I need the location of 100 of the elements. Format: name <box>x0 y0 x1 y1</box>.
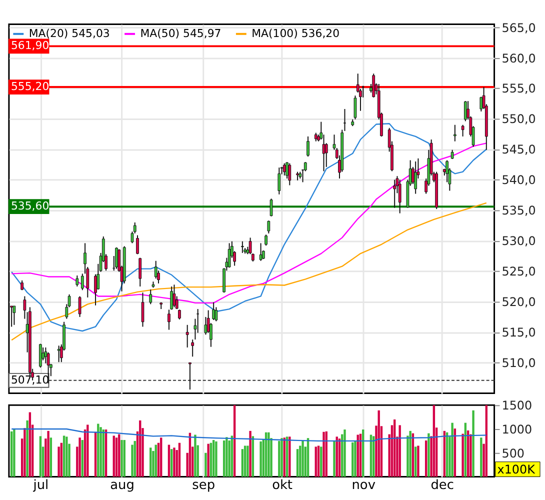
line-series <box>10 123 488 332</box>
candlestick <box>149 289 152 305</box>
candlestick <box>10 305 14 328</box>
ref-line-label: 555,20 <box>10 80 50 94</box>
candlestick <box>398 179 402 214</box>
bar <box>13 428 16 477</box>
x-tick-label: sep <box>192 478 216 494</box>
bar <box>112 436 115 477</box>
bar <box>123 440 126 477</box>
candlestick <box>264 234 268 246</box>
candlestick <box>414 160 418 194</box>
x-tick-label: okt <box>272 478 292 494</box>
line-series <box>10 428 488 442</box>
bar <box>424 440 428 477</box>
bar <box>60 442 63 477</box>
y-tick-label: 510,0 <box>502 356 536 370</box>
y-tick-label: 545,0 <box>502 142 536 157</box>
candlestick <box>38 343 42 368</box>
legend-label: MA(100) 536,20 <box>252 26 340 40</box>
bar <box>168 444 170 477</box>
bar <box>118 434 120 477</box>
candlestick <box>214 306 218 322</box>
bar <box>100 427 102 477</box>
bar <box>280 438 283 477</box>
bar <box>398 425 401 477</box>
bar <box>428 433 430 477</box>
candlestick <box>78 296 82 318</box>
bar <box>173 448 176 477</box>
bar <box>215 441 218 477</box>
candlestick <box>228 242 231 268</box>
y-tick-label: 1000 <box>502 422 532 436</box>
candlestick <box>141 292 144 328</box>
candlestick <box>393 179 396 208</box>
candlestick <box>46 352 50 384</box>
bar <box>480 438 482 477</box>
candlestick <box>354 95 357 120</box>
bar <box>86 424 89 477</box>
bar <box>204 452 207 477</box>
bar <box>462 434 464 477</box>
bar <box>322 432 325 477</box>
y-tick-label: 1500 <box>502 398 532 413</box>
candlestick <box>168 309 170 330</box>
y-tick-label: 535,0 <box>502 204 536 218</box>
bar <box>170 449 173 477</box>
bar <box>409 430 412 477</box>
bar <box>432 405 436 477</box>
bar <box>26 420 28 477</box>
bar <box>233 405 236 477</box>
bar <box>207 444 210 477</box>
bar <box>314 446 317 477</box>
text: x100K <box>497 462 536 476</box>
bar <box>260 441 262 477</box>
bar <box>50 438 52 477</box>
bar <box>302 440 304 477</box>
candlestick <box>372 73 376 98</box>
candlestick <box>322 134 326 172</box>
bar <box>241 449 244 477</box>
ref-line-label: 535,60 <box>10 200 50 213</box>
candlestick <box>76 275 79 287</box>
candlestick <box>461 124 464 137</box>
bar <box>485 405 488 477</box>
bar <box>66 436 68 477</box>
candlestick <box>23 296 26 320</box>
bar <box>10 431 13 477</box>
bar <box>333 440 336 477</box>
bar <box>278 440 280 477</box>
candlestick <box>240 240 244 254</box>
bar <box>249 430 252 477</box>
y-tick-label: 565,0 <box>502 20 536 35</box>
x-tick-label: nov <box>352 478 376 494</box>
bar <box>150 448 152 477</box>
y-tick-label: 530,0 <box>502 234 536 248</box>
x-tick-label: dec <box>430 478 454 494</box>
bar <box>472 410 474 477</box>
bar <box>81 440 84 477</box>
line-series <box>10 202 488 341</box>
y-tick-label: 520,0 <box>502 295 536 310</box>
bar <box>210 442 212 477</box>
candlestick <box>267 220 270 234</box>
y-tick-label: 525,0 <box>502 264 536 279</box>
candlestick <box>80 273 84 291</box>
candlestick <box>138 257 142 287</box>
bar <box>39 436 42 477</box>
y-tick-label: 555,0 <box>502 82 536 96</box>
bar <box>296 449 299 477</box>
y-tick-label: 550,0 <box>502 112 536 126</box>
bar <box>344 429 346 477</box>
bar <box>178 442 181 477</box>
candlestick <box>170 286 174 310</box>
bar <box>47 430 50 477</box>
bar <box>320 446 322 477</box>
bar <box>451 422 454 477</box>
candlestick <box>57 345 60 363</box>
candlestick <box>188 362 192 390</box>
bar <box>246 446 249 477</box>
candlestick <box>278 167 281 195</box>
candlestick <box>453 124 456 142</box>
y-tick-label: 515,0 <box>502 326 536 340</box>
ref-line-label: 561,90 <box>10 39 50 52</box>
candlestick <box>186 324 189 348</box>
